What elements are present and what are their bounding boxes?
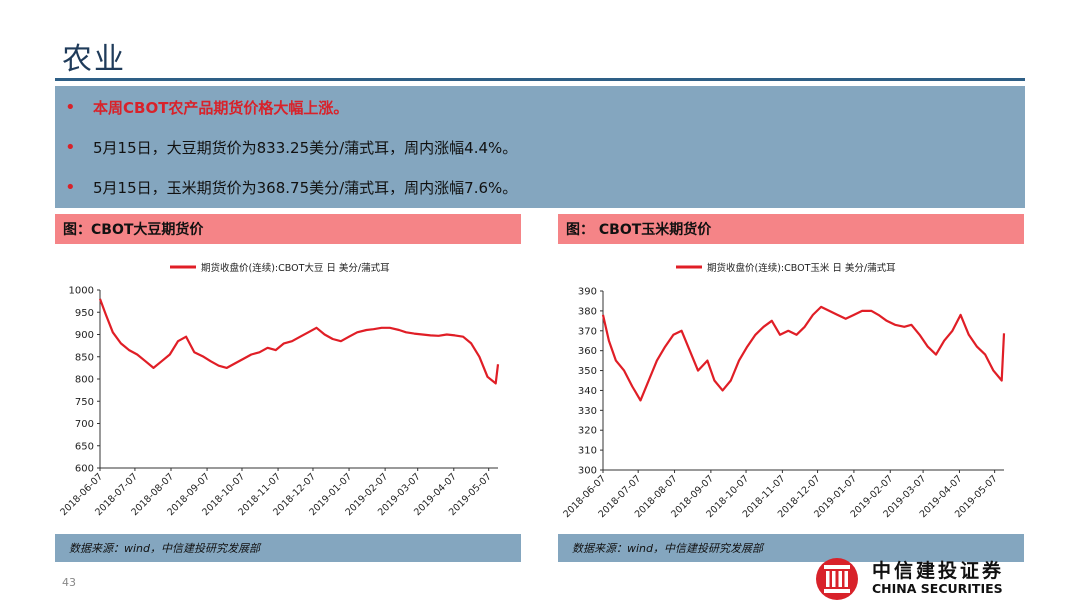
bullet-text: 本周CBOT农产品期货价格大幅上涨。 xyxy=(93,98,349,117)
y-tick-label: 900 xyxy=(75,330,94,341)
chart-legend: 期货收盘价(连续):CBOT大豆 日 美分/蒲式耳 xyxy=(170,262,390,274)
y-tick-label: 360 xyxy=(578,346,597,357)
bullet-icon: • xyxy=(65,96,76,118)
page-title: 农业 xyxy=(62,42,126,77)
y-tick-label: 330 xyxy=(578,406,597,417)
y-tick-label: 850 xyxy=(75,352,94,363)
bullet-icon: • xyxy=(65,136,76,158)
y-tick-label: 350 xyxy=(578,366,597,377)
citic-emblem-icon xyxy=(816,558,858,600)
y-tick-label: 800 xyxy=(75,375,94,386)
y-tick-label: 370 xyxy=(578,326,597,337)
corn-price-chart: 期货收盘价(连续):CBOT玉米 日 美分/蒲式耳 300 310 320 330 340… xyxy=(561,262,1006,520)
y-tick-label: 380 xyxy=(578,306,597,317)
y-tick-label: 310 xyxy=(578,446,597,457)
corn-chart-source: 数据来源：wind，中信建投研究发展部 xyxy=(558,534,1024,562)
bullet-item: • 5月15日，玉米期货价为368.75美分/蒲式耳，周内涨幅7.6%。 xyxy=(65,172,517,202)
y-tick-label: 750 xyxy=(75,397,94,408)
legend-label: 期货收盘价(连续):CBOT大豆 日 美分/蒲式耳 xyxy=(201,262,390,274)
soybean-chart-title: 图：CBOT大豆期货价 xyxy=(55,214,521,244)
series-line xyxy=(98,298,500,385)
chart-legend: 期货收盘价(连续):CBOT玉米 日 美分/蒲式耳 xyxy=(676,262,896,274)
bullet-item: • 5月15日，大豆期货价为833.25美分/蒲式耳，周内涨幅4.4%。 xyxy=(65,132,517,162)
summary-box: • 本周CBOT农产品期货价格大幅上涨。 • 5月15日，大豆期货价为833.2… xyxy=(55,86,1025,208)
y-tick-label: 300 xyxy=(578,466,597,477)
soybean-price-chart: 期货收盘价(连续):CBOT大豆 日 美分/蒲式耳 600 650 700 750 800… xyxy=(58,262,500,518)
corn-chart-title: 图： CBOT玉米期货价 xyxy=(558,214,1024,244)
y-tick-label: 950 xyxy=(75,308,94,319)
y-tick-label: 650 xyxy=(75,441,94,452)
logo-english-name: CHINA SECURITIES xyxy=(872,581,1003,596)
bullet-text: 5月15日，大豆期货价为833.25美分/蒲式耳，周内涨幅4.4%。 xyxy=(93,138,518,157)
bullet-icon: • xyxy=(65,176,76,198)
company-logo: 中信建投证券 CHINA SECURITIES xyxy=(812,556,1037,604)
series-line xyxy=(601,305,1006,402)
logo-chinese-name: 中信建投证券 xyxy=(872,560,1005,582)
bullet-text: 5月15日，玉米期货价为368.75美分/蒲式耳，周内涨幅7.6%。 xyxy=(93,178,518,197)
y-tick-label: 700 xyxy=(75,419,94,430)
y-tick-label: 340 xyxy=(578,386,597,397)
y-tick-label: 390 xyxy=(578,287,597,298)
y-tick-label: 320 xyxy=(578,426,597,437)
soybean-chart-source: 数据来源：wind，中信建投研究发展部 xyxy=(55,534,521,562)
legend-label: 期货收盘价(连续):CBOT玉米 日 美分/蒲式耳 xyxy=(707,262,896,274)
y-tick-label: 1000 xyxy=(69,286,94,297)
bullet-item: • 本周CBOT农产品期货价格大幅上涨。 xyxy=(65,92,348,122)
y-tick-label: 600 xyxy=(75,464,94,475)
page-number: 43 xyxy=(62,576,76,589)
title-divider xyxy=(55,78,1025,81)
